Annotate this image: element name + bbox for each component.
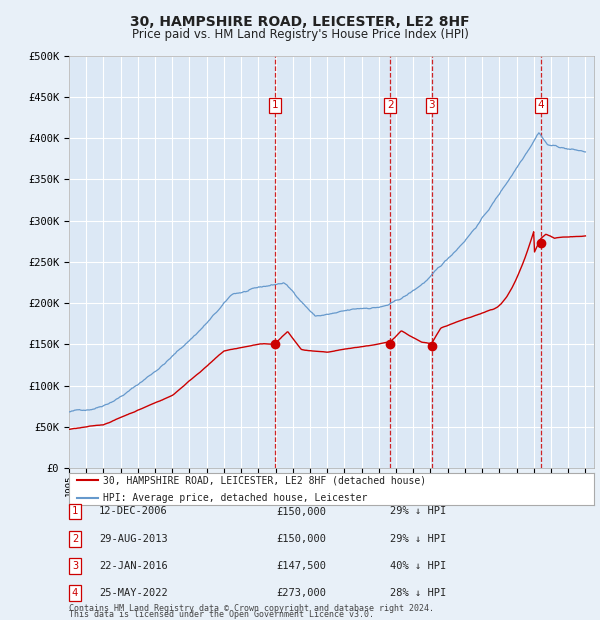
Text: 3: 3 — [428, 100, 435, 110]
Text: Contains HM Land Registry data © Crown copyright and database right 2024.: Contains HM Land Registry data © Crown c… — [69, 603, 434, 613]
Text: 4: 4 — [72, 588, 78, 598]
Text: This data is licensed under the Open Government Licence v3.0.: This data is licensed under the Open Gov… — [69, 609, 374, 619]
Text: 30, HAMPSHIRE ROAD, LEICESTER, LE2 8HF: 30, HAMPSHIRE ROAD, LEICESTER, LE2 8HF — [130, 16, 470, 30]
Text: 12-DEC-2006: 12-DEC-2006 — [99, 507, 168, 516]
Text: 29% ↓ HPI: 29% ↓ HPI — [390, 534, 446, 544]
Text: 3: 3 — [72, 561, 78, 571]
Text: 40% ↓ HPI: 40% ↓ HPI — [390, 561, 446, 571]
Text: 4: 4 — [538, 100, 544, 110]
Text: 28% ↓ HPI: 28% ↓ HPI — [390, 588, 446, 598]
Text: 2: 2 — [72, 534, 78, 544]
Text: Price paid vs. HM Land Registry's House Price Index (HPI): Price paid vs. HM Land Registry's House … — [131, 28, 469, 41]
Text: £147,500: £147,500 — [276, 561, 326, 571]
Text: 1: 1 — [271, 100, 278, 110]
Text: £150,000: £150,000 — [276, 507, 326, 516]
Text: 1: 1 — [72, 507, 78, 516]
Text: 22-JAN-2016: 22-JAN-2016 — [99, 561, 168, 571]
Text: £150,000: £150,000 — [276, 534, 326, 544]
Text: 29-AUG-2013: 29-AUG-2013 — [99, 534, 168, 544]
Text: 2: 2 — [387, 100, 394, 110]
Text: HPI: Average price, detached house, Leicester: HPI: Average price, detached house, Leic… — [103, 493, 367, 503]
Text: 25-MAY-2022: 25-MAY-2022 — [99, 588, 168, 598]
Text: £273,000: £273,000 — [276, 588, 326, 598]
Text: 30, HAMPSHIRE ROAD, LEICESTER, LE2 8HF (detached house): 30, HAMPSHIRE ROAD, LEICESTER, LE2 8HF (… — [103, 475, 426, 485]
Text: 29% ↓ HPI: 29% ↓ HPI — [390, 507, 446, 516]
